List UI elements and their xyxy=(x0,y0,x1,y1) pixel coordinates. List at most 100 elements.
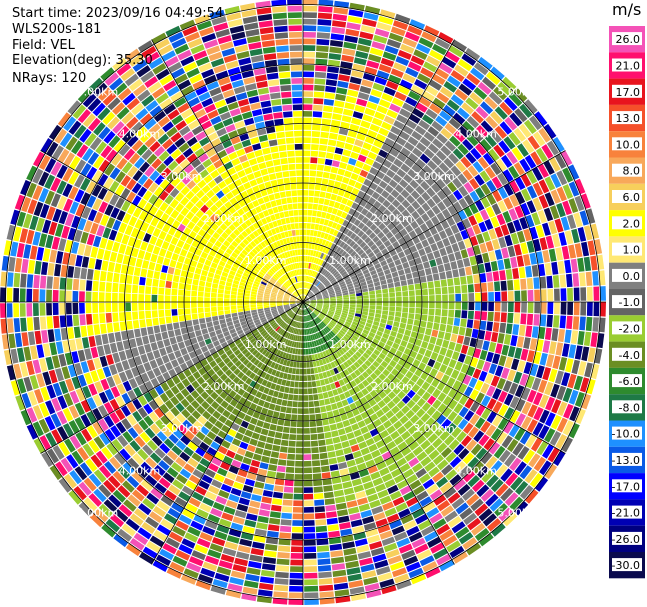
velocity-cell xyxy=(306,290,309,296)
velocity-cell xyxy=(427,281,434,289)
velocity-cell xyxy=(293,493,303,500)
velocity-cell xyxy=(272,340,278,347)
velocity-cell xyxy=(474,311,481,320)
velocity-cell xyxy=(196,376,205,385)
velocity-cell xyxy=(349,402,357,411)
velocity-cell xyxy=(544,381,554,396)
velocity-cell xyxy=(56,180,67,195)
velocity-cell xyxy=(108,332,116,344)
velocity-cell xyxy=(413,174,424,185)
velocity-cell xyxy=(486,398,497,410)
velocity-cell xyxy=(181,378,191,388)
velocity-cell xyxy=(125,369,134,380)
velocity-cell xyxy=(127,494,141,507)
velocity-cell xyxy=(430,542,445,554)
velocity-cell xyxy=(427,126,440,137)
velocity-cell xyxy=(269,511,281,519)
velocity-cell xyxy=(294,480,303,487)
velocity-cell xyxy=(236,447,246,456)
velocity-cell xyxy=(442,534,458,547)
velocity-cell xyxy=(230,298,237,302)
velocity-cell xyxy=(495,343,503,354)
velocity-cell xyxy=(465,327,473,337)
velocity-cell xyxy=(263,298,270,301)
velocity-cell xyxy=(351,478,362,487)
velocity-cell xyxy=(308,307,313,312)
velocity-cell xyxy=(432,138,444,149)
velocity-cell xyxy=(145,318,153,327)
velocity-cell xyxy=(283,420,291,427)
velocity-cell xyxy=(513,219,522,232)
velocity-cell xyxy=(303,5,318,12)
velocity-cell xyxy=(224,227,233,236)
velocity-cell xyxy=(342,219,349,227)
velocity-cell xyxy=(372,259,380,266)
velocity-cell xyxy=(321,337,327,343)
velocity-cell xyxy=(514,108,528,123)
velocity-cell xyxy=(345,493,356,502)
velocity-cell xyxy=(336,209,343,217)
velocity-cell xyxy=(362,18,377,28)
velocity-cell xyxy=(199,532,213,542)
velocity-cell xyxy=(509,112,523,127)
velocity-cell xyxy=(72,290,79,302)
velocity-cell xyxy=(242,484,254,493)
velocity-cell xyxy=(312,278,317,284)
velocity-cell xyxy=(538,194,549,209)
velocity-cell xyxy=(521,302,527,313)
velocity-cell xyxy=(88,336,96,348)
velocity-cell xyxy=(334,343,341,350)
velocity-cell xyxy=(338,379,345,387)
velocity-cell xyxy=(361,570,377,579)
velocity-cell xyxy=(145,286,152,294)
velocity-cell xyxy=(290,304,296,307)
velocity-cell xyxy=(405,370,414,379)
velocity-cell xyxy=(294,328,298,335)
velocity-cell xyxy=(330,278,337,284)
velocity-cell xyxy=(225,248,233,255)
velocity-cell xyxy=(381,536,396,546)
velocity-cell xyxy=(294,355,298,361)
velocity-cell xyxy=(420,180,430,191)
velocity-cell xyxy=(21,196,32,213)
velocity-cell xyxy=(377,489,389,499)
velocity-cell xyxy=(368,53,382,63)
velocity-cell xyxy=(272,597,288,605)
velocity-cell xyxy=(347,573,362,582)
velocity-cell xyxy=(267,337,274,343)
velocity-cell xyxy=(379,495,392,505)
velocity-cell xyxy=(377,400,386,409)
velocity-cell xyxy=(327,363,333,370)
velocity-cell xyxy=(250,304,257,308)
velocity-cell xyxy=(270,338,276,345)
velocity-cell xyxy=(365,367,373,376)
velocity-cell xyxy=(457,143,469,156)
velocity-cell xyxy=(285,473,294,480)
velocity-cell xyxy=(340,285,347,290)
velocity-cell xyxy=(350,151,359,160)
velocity-cell xyxy=(64,213,75,227)
velocity-cell xyxy=(258,287,265,292)
velocity-cell xyxy=(337,80,349,89)
velocity-cell xyxy=(72,314,80,327)
velocity-cell xyxy=(335,195,343,203)
velocity-cell xyxy=(61,225,70,239)
velocity-cell xyxy=(303,302,306,309)
velocity-cell xyxy=(257,290,264,294)
velocity-cell xyxy=(353,235,360,243)
velocity-cell xyxy=(54,223,64,237)
velocity-cell xyxy=(395,291,402,297)
velocity-cell xyxy=(150,377,160,388)
velocity-cell xyxy=(470,67,485,81)
velocity-cell xyxy=(290,421,297,427)
velocity-cell xyxy=(505,323,513,335)
velocity-cell xyxy=(451,497,465,510)
velocity-cell xyxy=(331,26,346,35)
velocity-cell xyxy=(282,359,288,366)
velocity-cell xyxy=(14,257,23,273)
velocity-cell xyxy=(323,305,329,308)
velocity-cell xyxy=(436,476,449,488)
velocity-cell xyxy=(429,259,437,268)
velocity-cell xyxy=(222,455,233,465)
velocity-cell xyxy=(39,275,47,289)
